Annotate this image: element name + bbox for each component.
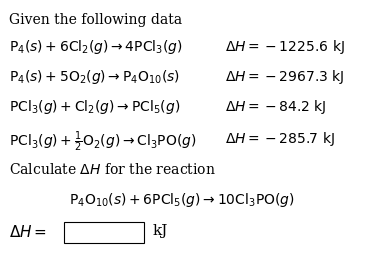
Text: $\Delta H =$: $\Delta H =$ (9, 224, 47, 240)
Text: $\Delta H = -285.7\ \mathrm{kJ}$: $\Delta H = -285.7\ \mathrm{kJ}$ (225, 130, 335, 148)
Text: $\mathrm{P_4O_{10}}(s) + 6\mathrm{PCl_5}(g) \rightarrow 10\mathrm{Cl_3PO}(g)$: $\mathrm{P_4O_{10}}(s) + 6\mathrm{PCl_5}… (69, 191, 294, 209)
Text: Given the following data: Given the following data (9, 13, 182, 27)
Text: $\Delta H = -2967.3\ \mathrm{kJ}$: $\Delta H = -2967.3\ \mathrm{kJ}$ (225, 68, 344, 86)
Text: $\mathrm{PCl_3}(g) + \mathrm{Cl_2}(g) \rightarrow \mathrm{PCl_5}(g)$: $\mathrm{PCl_3}(g) + \mathrm{Cl_2}(g) \r… (9, 98, 180, 116)
Text: $\Delta H = -1225.6\ \mathrm{kJ}$: $\Delta H = -1225.6\ \mathrm{kJ}$ (225, 38, 345, 56)
Text: $\mathrm{P_4}(s) + 6\mathrm{Cl_2}(g) \rightarrow 4\mathrm{PCl_3}(g)$: $\mathrm{P_4}(s) + 6\mathrm{Cl_2}(g) \ri… (9, 38, 182, 56)
Text: $\mathrm{P_4}(s) + 5\mathrm{O_2}(g) \rightarrow \mathrm{P_4O_{10}}(s)$: $\mathrm{P_4}(s) + 5\mathrm{O_2}(g) \rig… (9, 68, 180, 86)
Text: kJ: kJ (153, 224, 168, 238)
Text: $\Delta H = -84.2\ \mathrm{kJ}$: $\Delta H = -84.2\ \mathrm{kJ}$ (225, 98, 326, 116)
Text: $\mathrm{PCl_3}(g) + \frac{1}{2}\mathrm{O_2}(g) \rightarrow \mathrm{Cl_3PO}(g)$: $\mathrm{PCl_3}(g) + \frac{1}{2}\mathrm{… (9, 130, 196, 154)
FancyBboxPatch shape (65, 222, 144, 243)
Text: Calculate $\Delta H$ for the reaction: Calculate $\Delta H$ for the reaction (9, 162, 215, 177)
